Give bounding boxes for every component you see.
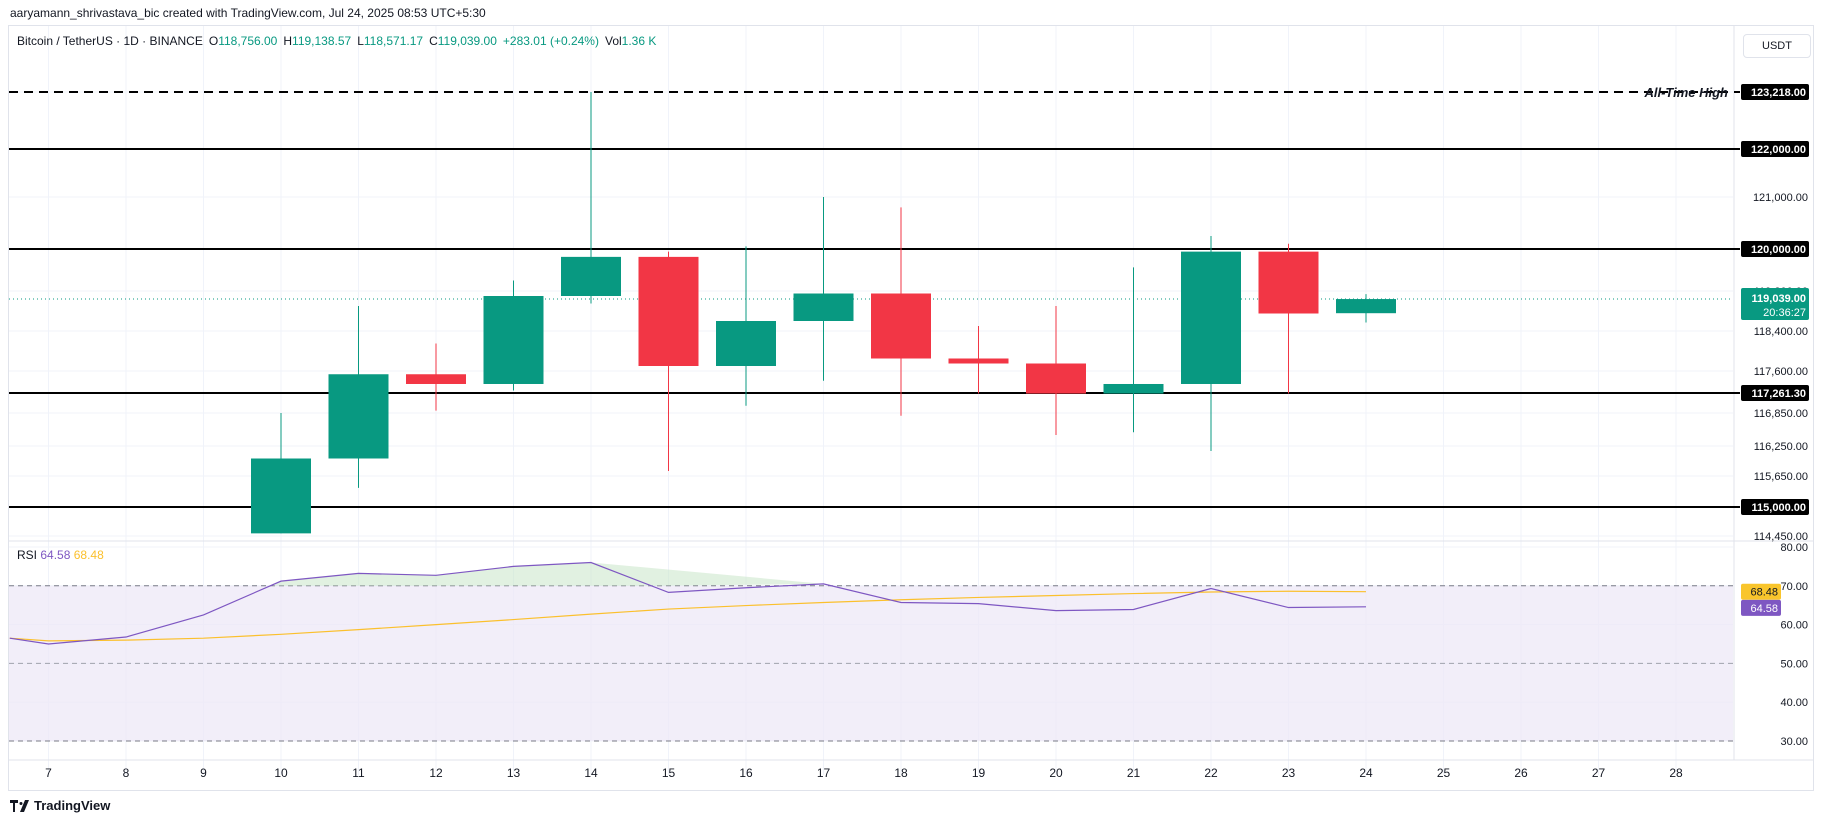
candle-body <box>561 256 621 296</box>
level-price-tag <box>1741 141 1809 157</box>
volume-label: Vol <box>604 34 622 48</box>
level-price-tag <box>1741 385 1809 401</box>
candle-body <box>638 256 699 366</box>
price-tick-label: 118,400.00 <box>1754 326 1808 338</box>
symbol-name[interactable]: Bitcoin / TetherUS · 1D · BINANCE <box>17 34 203 48</box>
level-price-tag <box>1741 241 1809 257</box>
rsi-line <box>9 561 1367 645</box>
level-price-label: 117,261.30 <box>1752 388 1806 400</box>
rsi-ma-tag <box>1741 583 1781 600</box>
candle-body <box>793 293 854 321</box>
current-price-tag <box>1741 288 1809 321</box>
x-tick-label: 16 <box>739 766 753 780</box>
high-value: 119,138.57 <box>292 34 352 48</box>
x-tick-label: 7 <box>45 766 52 780</box>
candle-body <box>871 293 931 359</box>
x-tick-label: 26 <box>1514 766 1528 780</box>
low-value: 118,571.17 <box>363 34 424 48</box>
x-tick-label: 27 <box>1592 766 1606 780</box>
tradingview-logo-icon <box>10 799 29 812</box>
x-tick-label: 14 <box>584 766 598 780</box>
rsi-tag <box>1741 599 1781 616</box>
current-price-label: 119,039.00 <box>1752 293 1806 305</box>
level-price-label: 122,000.00 <box>1751 144 1806 156</box>
price-tick-label: 117,600.00 <box>1754 366 1808 378</box>
price-tick-label: 121,000.00 <box>1753 192 1808 204</box>
x-tick-label: 24 <box>1359 766 1373 780</box>
x-tick-label: 11 <box>352 766 365 780</box>
candle-body <box>328 374 389 459</box>
rsi-tick-label: 30.00 <box>1780 736 1808 748</box>
x-tick-label: 13 <box>507 766 521 780</box>
x-tick-label: 10 <box>274 766 288 780</box>
x-tick-label: 22 <box>1204 766 1218 780</box>
rsi-legend: RSI 64.58 68.48 <box>17 548 104 562</box>
x-tick-label: 15 <box>662 766 676 780</box>
chart-attribution: aaryamann_shrivastava_bic created with T… <box>10 6 486 20</box>
change-value: +283.01 (+0.24%) <box>502 34 599 48</box>
close-value: 119,039.00 <box>437 34 497 48</box>
chart-frame <box>8 25 1814 791</box>
rsi-tick-label: 60.00 <box>1780 620 1808 632</box>
candle-body <box>406 374 466 384</box>
level-price-label: 123,218.00 <box>1751 87 1806 99</box>
candle-body <box>1181 251 1241 384</box>
x-tick-label: 12 <box>429 766 443 780</box>
tradingview-logo[interactable]: TradingView <box>10 798 110 813</box>
x-tick-label: 20 <box>1049 766 1063 780</box>
x-tick-label: 19 <box>972 766 986 780</box>
x-tick-label: 28 <box>1669 766 1683 780</box>
x-tick-label: 23 <box>1282 766 1296 780</box>
level-price-label: 120,000.00 <box>1751 244 1806 256</box>
rsi-value: 64.58 <box>40 548 71 562</box>
all-time-high-label: All-Time High <box>1643 85 1728 100</box>
level-price-tag <box>1741 84 1809 100</box>
rsi-band <box>9 585 1733 741</box>
rsi-tick-label: 70.00 <box>1780 581 1808 593</box>
level-price-tag <box>1741 499 1809 515</box>
rsi-ma-value: 68.48 <box>73 548 104 562</box>
candle-body <box>1258 251 1319 314</box>
x-tick-label: 9 <box>200 766 207 780</box>
candle-body <box>716 321 776 366</box>
candle-body <box>948 358 1009 364</box>
candle-body <box>1026 363 1086 394</box>
close-label: C <box>429 34 438 48</box>
level-price-label: 115,000.00 <box>1752 502 1806 514</box>
low-label: L <box>357 34 364 48</box>
volume-value: 1.36 K <box>621 34 657 48</box>
price-tick-label: 115,650.00 <box>1754 471 1808 483</box>
rsi-tick-label: 50.00 <box>1780 658 1808 670</box>
candle-body <box>1336 299 1396 314</box>
symbol-legend: Bitcoin / TetherUS · 1D · BINANCE O118,7… <box>17 34 656 48</box>
currency-button[interactable]: USDT <box>1743 34 1811 58</box>
candle-body <box>1103 383 1164 394</box>
price-tick-label: 114,450.00 <box>1754 531 1808 543</box>
high-label: H <box>283 34 293 48</box>
price-tick-label: 116,850.00 <box>1754 408 1808 420</box>
rsi-tick-label: 80.00 <box>1780 542 1808 554</box>
candle-body <box>251 458 311 534</box>
rsi-tag-label: 64.58 <box>1750 603 1778 615</box>
price-tick-label: 116,250.00 <box>1754 441 1808 453</box>
candle-body <box>483 296 544 384</box>
x-tick-label: 8 <box>123 766 130 780</box>
open-label: O <box>208 34 219 48</box>
tradingview-logo-text: TradingView <box>34 798 111 813</box>
rsi-tick-label: 40.00 <box>1780 697 1808 709</box>
x-tick-label: 17 <box>817 766 831 780</box>
x-tick-label: 18 <box>894 766 908 780</box>
rsi-ma-tag-label: 68.48 <box>1750 587 1778 599</box>
rsi-overbought-fill <box>273 562 824 586</box>
rsi-title[interactable]: RSI <box>17 548 38 562</box>
rsi-ma-line <box>9 590 1367 642</box>
x-tick-label: 25 <box>1437 766 1451 780</box>
countdown-label: 20:36:27 <box>1763 307 1806 319</box>
open-value: 118,756.00 <box>218 34 278 48</box>
x-tick-label: 21 <box>1127 766 1141 780</box>
